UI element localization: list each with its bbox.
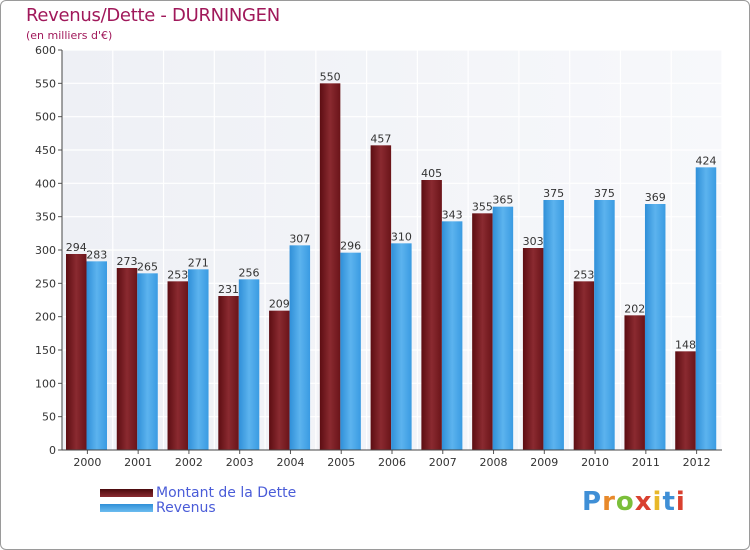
- x-tick-label: 2011: [632, 456, 660, 469]
- data-label-debt-2008: 355: [472, 200, 493, 213]
- bar-debt-2009: [522, 248, 544, 450]
- x-tick-label: 2004: [276, 456, 304, 469]
- x-tick-label: 2009: [530, 456, 558, 469]
- data-label-revenue-2002: 271: [188, 256, 209, 269]
- brand-logo: Proxiti: [582, 487, 686, 517]
- data-label-revenue-2000: 283: [86, 248, 107, 261]
- bar-revenue-2002: [188, 269, 209, 450]
- y-tick-label: 200: [35, 311, 56, 324]
- y-tick-label: 150: [35, 344, 56, 357]
- data-label-debt-2007: 405: [421, 167, 442, 180]
- bar-revenue-2009: [543, 200, 564, 450]
- x-tick-label: 2012: [683, 456, 711, 469]
- bar-revenue-2004: [289, 245, 311, 450]
- bar-debt-2003: [218, 296, 239, 450]
- x-tick-label: 2003: [226, 456, 254, 469]
- bar-revenue-2005: [340, 252, 361, 450]
- x-tick-label: 2001: [124, 456, 152, 469]
- data-label-revenue-2007: 343: [442, 208, 463, 221]
- y-tick-label: 450: [35, 144, 56, 157]
- y-tick-label: 500: [35, 111, 56, 124]
- data-label-revenue-2001: 265: [137, 260, 158, 273]
- chart-subtitle: (en milliers d'€): [26, 29, 113, 42]
- data-label-revenue-2004: 307: [289, 232, 310, 245]
- chart-title: Revenus/Dette - DURNINGEN: [26, 5, 280, 26]
- x-tick-label: 2010: [581, 456, 609, 469]
- bar-debt-2002: [167, 281, 189, 450]
- data-label-debt-2001: 273: [117, 255, 138, 268]
- bar-revenue-2010: [594, 200, 615, 450]
- brand-letter: i: [675, 487, 686, 517]
- data-label-debt-2004: 209: [269, 298, 290, 311]
- bar-debt-2004: [269, 310, 290, 450]
- data-label-revenue-2012: 424: [695, 154, 716, 167]
- x-tick-label: 2000: [73, 456, 101, 469]
- x-tick-label: 2008: [480, 456, 508, 469]
- brand-letter: r: [602, 487, 616, 517]
- bar-debt-2005: [319, 83, 341, 450]
- data-label-debt-2009: 303: [523, 235, 544, 248]
- legend-label-debt: Montant de la Dette: [156, 485, 297, 501]
- data-label-revenue-2008: 365: [492, 194, 513, 207]
- brand-letter: o: [615, 487, 635, 517]
- data-label-debt-2002: 253: [167, 268, 188, 281]
- y-tick-label: 350: [35, 211, 56, 224]
- y-tick-label: 600: [35, 44, 56, 57]
- y-tick-label: 250: [35, 277, 56, 290]
- bar-revenue-2006: [391, 243, 412, 450]
- y-tick-label: 100: [35, 377, 56, 390]
- data-label-debt-2005: 550: [320, 70, 341, 83]
- bar-revenue-2000: [86, 261, 107, 450]
- bar-debt-2000: [66, 254, 87, 450]
- data-label-debt-2006: 457: [370, 132, 391, 145]
- bar-debt-2007: [421, 180, 442, 450]
- data-label-revenue-2006: 310: [391, 230, 412, 243]
- bar-revenue-2008: [492, 206, 514, 450]
- x-tick-label: 2006: [378, 456, 406, 469]
- data-label-revenue-2009: 375: [543, 187, 564, 200]
- x-tick-label: 2007: [429, 456, 457, 469]
- y-tick-label: 550: [35, 77, 56, 90]
- data-label-revenue-2010: 375: [594, 187, 615, 200]
- data-label-revenue-2011: 369: [645, 191, 666, 204]
- bar-debt-2012: [675, 351, 696, 450]
- data-label-revenue-2005: 296: [340, 240, 361, 253]
- bar-revenue-2003: [238, 279, 260, 450]
- legend-swatch-debt: [100, 489, 153, 497]
- brand-letter: i: [652, 487, 663, 517]
- y-tick-label: 300: [35, 244, 56, 257]
- bar-debt-2006: [370, 145, 392, 451]
- brand-letter: P: [582, 487, 603, 517]
- bar-debt-2010: [573, 281, 595, 450]
- y-tick-label: 400: [35, 177, 56, 190]
- brand-letter: x: [634, 487, 653, 517]
- data-label-debt-2003: 231: [218, 283, 239, 296]
- bar-debt-2008: [472, 213, 493, 450]
- y-tick-label: 0: [49, 444, 56, 457]
- bar-debt-2001: [116, 268, 138, 450]
- bar-debt-2011: [624, 315, 645, 450]
- bar-revenue-2007: [441, 221, 463, 450]
- bar-revenue-2011: [644, 204, 666, 450]
- bar-revenue-2001: [137, 273, 158, 450]
- x-tick-label: 2005: [327, 456, 355, 469]
- data-label-revenue-2003: 256: [239, 266, 260, 279]
- data-label-debt-2011: 202: [624, 302, 645, 315]
- bar-revenue-2012: [695, 167, 717, 451]
- legend-swatch-revenue: [100, 504, 153, 512]
- brand-letter: t: [662, 487, 676, 517]
- legend-label-revenue: Revenus: [156, 500, 216, 516]
- data-label-debt-2012: 148: [675, 338, 696, 351]
- data-label-debt-2010: 253: [573, 268, 594, 281]
- x-tick-label: 2002: [175, 456, 203, 469]
- y-tick-label: 50: [42, 411, 56, 424]
- data-label-debt-2000: 294: [66, 241, 87, 254]
